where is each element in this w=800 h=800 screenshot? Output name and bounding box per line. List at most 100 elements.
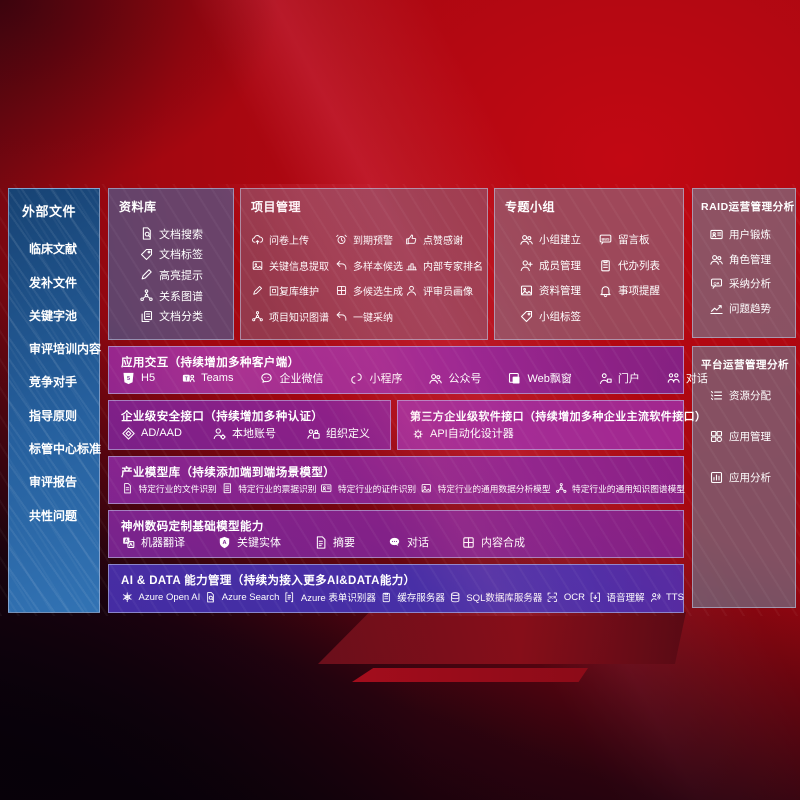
feature-item: Azure Open AI xyxy=(121,591,200,604)
feature-item: 内部专家排名 xyxy=(405,258,483,273)
feature-list: 资源分配应用管理应用分析 xyxy=(693,376,795,485)
knowledge-graph-icon xyxy=(555,482,568,495)
feature-label: 应用分析 xyxy=(729,472,771,484)
feature-item: 问卷上传 xyxy=(251,232,335,247)
panel-topic-groups: 专题小组 小组建立 BBS 留言板 成员管理 代办列表 资料管理 事项提醒 小组标签 xyxy=(494,188,684,340)
feature-label: 特定行业的证件识别 xyxy=(337,484,417,494)
feature-item: 项目知识图谱 xyxy=(251,309,335,324)
feature-label: SQL数据库服务器 xyxy=(466,593,543,604)
feature-item: 本地账号 xyxy=(212,425,276,441)
content-grid-icon xyxy=(335,284,348,297)
feature-item: 企业微信 xyxy=(259,370,323,386)
svg-text:BBS: BBS xyxy=(602,237,610,241)
feature-item: 到期预警 xyxy=(335,232,405,247)
api-gear-icon xyxy=(410,426,425,441)
feature-grid: 问卷上传 到期预警 点赞感谢 关键信息提取 多样本候选 内部专家排名 回复库维护 多候选生成 评… xyxy=(241,221,487,339)
feature-label: 特定行业的通用知识图谱模型 xyxy=(572,484,685,494)
feature-label: 代办列表 xyxy=(618,259,660,272)
feature-label: 问卷上传 xyxy=(269,235,309,247)
row-industry-model-library: 产业模型库（持续添加端到端场景模型） 特定行业的文件识别 特定行业的票据识别 特定行… xyxy=(108,456,685,504)
monitor-stand-bar xyxy=(352,668,588,682)
feature-label: 企业微信 xyxy=(279,373,324,385)
speech-icon xyxy=(589,591,602,604)
feature-label: 事项提醒 xyxy=(618,285,660,298)
content-grid-icon xyxy=(461,535,476,550)
feature-label: 机器翻译 xyxy=(141,537,185,549)
apps-grid-icon xyxy=(709,429,724,444)
feature-item: 文档搜索 xyxy=(139,226,229,242)
feature-item: 小组标签 xyxy=(519,309,598,324)
feature-item: 特定行业的票据识别 xyxy=(221,482,316,495)
person-add-icon xyxy=(519,258,534,273)
wechat-icon xyxy=(259,371,274,386)
feature-item: BBS 留言板 xyxy=(598,232,677,247)
feature-label: 多候选生成 xyxy=(353,287,403,299)
feature-item: 高亮提示 xyxy=(139,267,229,283)
feature-label: 公众号 xyxy=(448,373,482,385)
row-thirdparty-software-interface: 第三方企业级软件接口（持续增加多种企业主流软件接口） API自动化设计器 xyxy=(397,400,706,450)
knowledge-graph-icon xyxy=(139,288,154,303)
feature-label: 门户 xyxy=(617,373,640,385)
shield-a-icon: A xyxy=(217,535,232,550)
sidebar-item: 共性问题 xyxy=(29,508,78,523)
feature-item: 公众号 xyxy=(428,370,481,386)
sidebar-item: 指导原则 xyxy=(29,408,78,423)
feature-label: 本地账号 xyxy=(231,428,276,440)
feature-item: 资源分配 xyxy=(709,388,793,403)
feature-item: 特定行业的证件识别 xyxy=(320,482,416,495)
panel-project-management: 项目管理 问卷上传 到期预警 点赞感谢 关键信息提取 多样本候选 内部专家排名 回复库维护 多… xyxy=(240,188,488,340)
feature-item: 角色管理 xyxy=(709,252,793,267)
feature-item: 事项提醒 xyxy=(598,283,677,298)
panel-title: RAID运营管理分析 xyxy=(701,201,795,213)
feature-label: 问题趋势 xyxy=(729,302,771,315)
feature-item: 摘要 xyxy=(313,534,355,550)
feature-row: Azure Open AI Azure Search Azure 表单识别器 缓存服务… xyxy=(121,590,684,604)
feature-label: 内部专家排名 xyxy=(423,261,483,273)
thumb-up-icon xyxy=(405,233,418,246)
panel-title: 平台运营管理分析 xyxy=(701,359,789,371)
tts-icon xyxy=(649,591,662,604)
feature-label: OCR xyxy=(563,591,585,603)
feature-item: 特定行业的文件识别 xyxy=(121,482,217,495)
pencil-icon xyxy=(139,267,154,282)
feature-item: 应用分析 xyxy=(709,470,793,485)
feature-label: 留言板 xyxy=(618,233,650,246)
feature-item: Web飘窗 xyxy=(507,370,572,386)
reply-arrow-icon xyxy=(335,259,348,272)
feature-label: 应用管理 xyxy=(729,431,771,443)
feature-label: 高亮提示 xyxy=(159,269,203,282)
feature-item: 门户 xyxy=(598,370,640,386)
portal-icon xyxy=(598,371,613,386)
doc-icon xyxy=(121,482,134,495)
feature-item: QA 采纳分析 xyxy=(709,276,793,291)
feature-label: Azure Search xyxy=(221,591,280,603)
browser-window-icon xyxy=(507,371,522,386)
receipt-icon xyxy=(221,482,234,495)
feature-label: AD/AAD xyxy=(141,427,182,439)
row-title: 产业模型库（持续添加端到端场景模型） xyxy=(121,467,336,479)
list-icon xyxy=(709,388,724,403)
feature-label: 文档分类 xyxy=(159,311,203,324)
feature-item: 对话 xyxy=(666,370,708,386)
bell-icon xyxy=(598,283,613,298)
feature-label: TTS xyxy=(666,591,684,603)
qa-chat-icon: QA xyxy=(709,276,724,291)
feature-label: 内容合成 xyxy=(481,537,525,549)
panel-title: 专题小组 xyxy=(505,200,556,214)
panel-raid-analysis: RAID运营管理分析 用户锻炼 角色管理 QA 采纳分析 问题趋势 xyxy=(692,188,796,338)
row-ai-data-capability: AI & DATA 能力管理（持续为接入更多AI&DATA能力） Azure O… xyxy=(108,564,684,613)
row-enterprise-security-interface: 企业级安全接口（持续增加多种认证） AD/AAD 本地账号 组织定义 xyxy=(108,400,391,450)
reply-arrow-icon xyxy=(335,310,348,323)
tag-icon xyxy=(139,247,154,262)
app-chart-icon xyxy=(709,470,724,485)
feature-item: A 关键实体 xyxy=(217,534,281,550)
sidebar-item: 关键字池 xyxy=(29,308,78,323)
ad-diamond-icon xyxy=(121,426,136,441)
h5-icon: 5 xyxy=(121,371,136,386)
sidebar-item: 临床文献 xyxy=(29,242,78,257)
sidebar-item: 发补文件 xyxy=(29,275,78,290)
summary-doc-icon xyxy=(313,535,328,550)
feature-item: 特定行业的通用数据分析模型 xyxy=(420,482,551,495)
feature-label: 摘要 xyxy=(333,537,355,549)
